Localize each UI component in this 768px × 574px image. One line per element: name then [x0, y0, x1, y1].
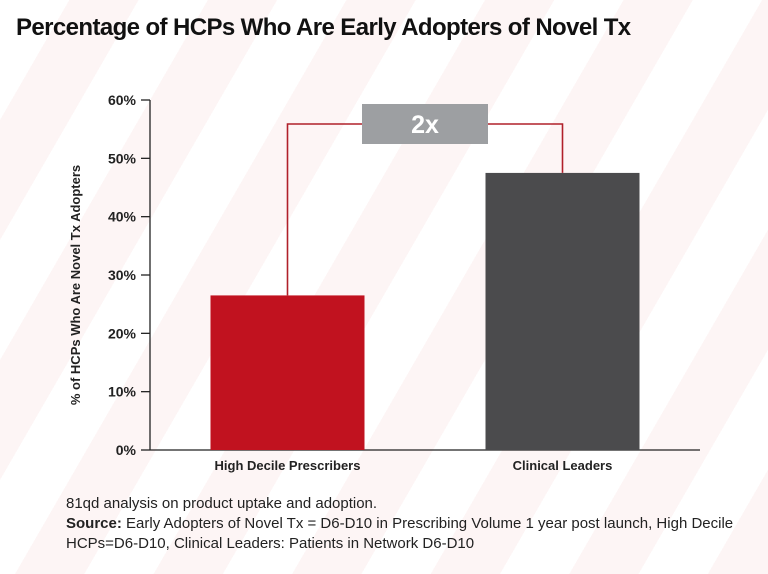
y-tick-label: 10% — [108, 384, 137, 400]
footnote-line: 81qd analysis on product uptake and adop… — [66, 495, 378, 512]
chart-title: Percentage of HCPs Who Are Early Adopter… — [16, 14, 631, 41]
y-axis-label: % of HCPs Who Are Novel Tx Adopters — [68, 165, 83, 405]
source-text: Early Adopters of Novel Tx = D6-D10 in P… — [66, 515, 734, 552]
x-axis-labels: High Decile Prescribers Clinical Leaders — [215, 458, 613, 473]
annotation-box — [362, 104, 488, 144]
y-tick-label: 20% — [108, 325, 137, 341]
annotation-label: 2x — [411, 111, 439, 139]
y-tick-label: 30% — [108, 267, 137, 283]
y-tick-label: 50% — [108, 150, 137, 166]
bar-2 — [485, 172, 640, 450]
source-label: Source: — [66, 515, 122, 532]
source-note: Source: Early Adopters of Novel Tx = D6-… — [66, 514, 746, 554]
bars — [210, 172, 640, 450]
bar-1 — [210, 295, 365, 450]
comparison-annotation: 2x — [286, 104, 564, 296]
y-tick-label: 40% — [108, 209, 137, 225]
x-category-label: Clinical Leaders — [513, 458, 613, 473]
y-tick-label: 60% — [108, 92, 137, 108]
y-tick-label: 0% — [116, 442, 137, 458]
footnote: 81qd analysis on product uptake and adop… — [66, 494, 746, 554]
x-category-label: High Decile Prescribers — [215, 458, 361, 473]
